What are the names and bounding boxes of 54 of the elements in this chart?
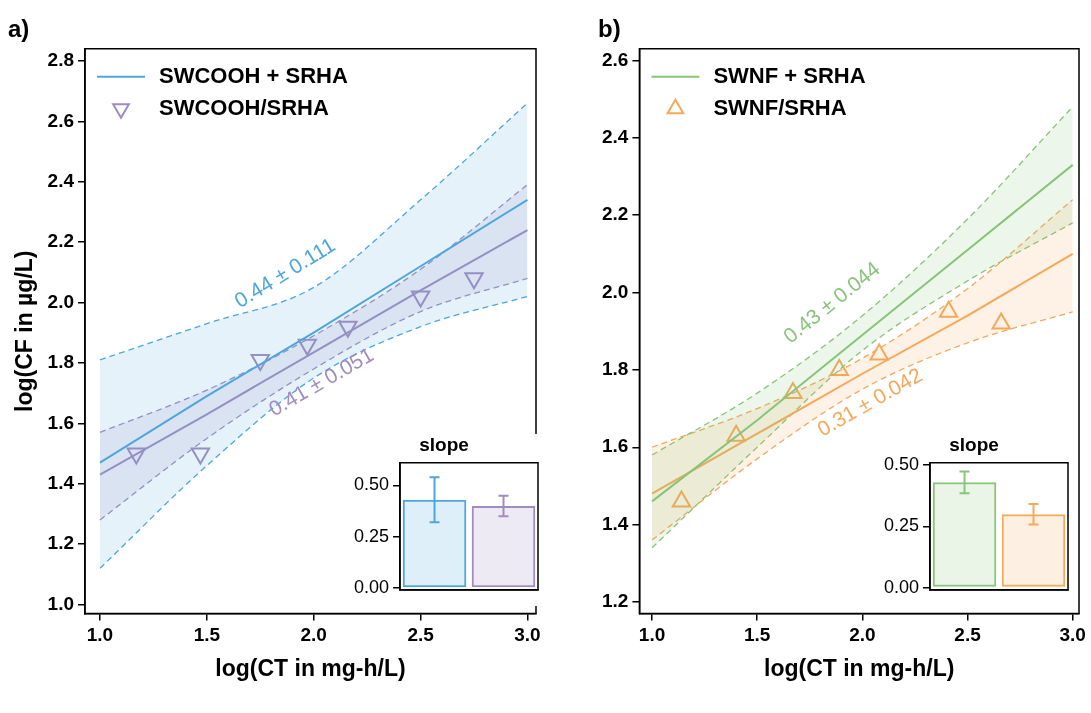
y-tick-label: 0.00 — [883, 576, 920, 597]
y-tick-label: 2.4 — [47, 169, 75, 191]
x-tick-label: 1.0 — [86, 624, 114, 646]
y-tick-label: 1.4 — [47, 471, 75, 493]
chart-title: a) — [8, 15, 30, 43]
y-tick-label: 1.8 — [47, 351, 75, 373]
x-tick-label: 3.0 — [1059, 624, 1086, 646]
y-tick-label: 1.2 — [601, 590, 629, 612]
y-tick-label: 2.0 — [47, 290, 75, 312]
y-tick-label: 1.6 — [47, 411, 75, 433]
x-tick-label: 1.0 — [638, 624, 666, 646]
y-tick-label: 2.6 — [601, 48, 629, 70]
y-tick-label: 0.50 — [353, 474, 390, 495]
y-tick-label: 1.4 — [601, 512, 629, 534]
x-tick-label: 2.5 — [954, 624, 982, 646]
y-tick-label: 0.50 — [883, 454, 920, 475]
x-tick-label: 2.0 — [300, 624, 327, 646]
legend-label: SWCOOH + SRHA — [159, 62, 348, 88]
y-tick-label: 2.8 — [47, 49, 75, 71]
x-tick-label: 1.5 — [743, 624, 771, 646]
legend-label: SWNF + SRHA — [713, 62, 866, 88]
annotation: 0.41 ± 0.051 — [264, 342, 378, 421]
y-tick-label: 0.00 — [353, 576, 390, 597]
point — [869, 343, 889, 361]
legend-label: SWCOOH/SRHA — [159, 94, 330, 120]
point — [671, 490, 692, 508]
y-tick-label: 2.0 — [601, 280, 629, 302]
y-tick-label: 1.8 — [601, 358, 629, 380]
chart-title: b) — [598, 15, 621, 43]
line-series — [99, 184, 529, 434]
x-axis-title: log(CT in mg-h/L) — [215, 654, 406, 681]
y-tick-label: 1.0 — [47, 592, 75, 614]
x-tick-label: 2.5 — [407, 624, 435, 646]
annotation: 0.44 ± 0.111 — [230, 232, 339, 312]
x-tick-label: 1.5 — [193, 624, 221, 646]
point — [991, 312, 1011, 330]
x-axis-title: log(CT in mg-h/L) — [764, 654, 955, 681]
x-tick-label: 3.0 — [514, 624, 541, 646]
point — [938, 300, 959, 318]
legend-label: SWNF/SRHA — [713, 94, 847, 120]
y-tick-label: 2.2 — [47, 230, 75, 252]
x-tick-label: 2.0 — [849, 624, 876, 646]
y-tick-label: 2.2 — [601, 203, 629, 225]
y-tick-label: 1.6 — [601, 435, 629, 457]
chart-title: slope — [949, 433, 999, 455]
y-axis-title: log(CF in µg/L) — [11, 250, 38, 412]
y-tick-label: 2.4 — [601, 126, 629, 148]
chart-title: slope — [419, 433, 469, 455]
y-tick-label: 2.6 — [47, 109, 75, 131]
y-tick-label: 0.25 — [883, 515, 920, 536]
y-tick-label: 1.2 — [47, 532, 75, 554]
y-tick-label: 0.25 — [353, 525, 390, 546]
point — [464, 272, 484, 290]
point — [190, 447, 211, 465]
